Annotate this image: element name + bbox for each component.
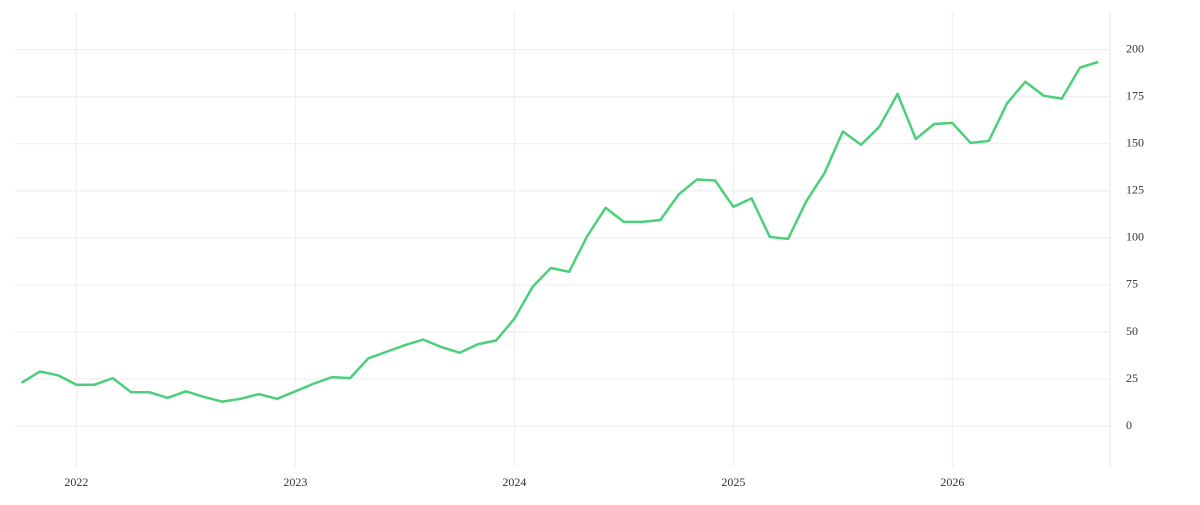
y-tick-label: 175 [1126,88,1144,102]
x-tick-label: 2022 [64,475,88,489]
y-tick-label: 150 [1126,136,1144,150]
y-tick-label: 100 [1126,230,1144,244]
y-tick-label: 75 [1126,277,1138,291]
x-tick-label: 2023 [283,475,307,489]
y-tick-label: 50 [1126,324,1138,338]
y-tick-label: 125 [1126,183,1144,197]
x-tick-label: 2025 [721,475,745,489]
y-tick-label: 200 [1126,41,1144,55]
data-line [20,60,1099,403]
y-tick-label: 0 [1126,418,1132,432]
x-tick-label: 2026 [940,475,964,489]
y-tick-label: 25 [1126,371,1138,385]
x-tick-label: 2024 [502,475,526,489]
